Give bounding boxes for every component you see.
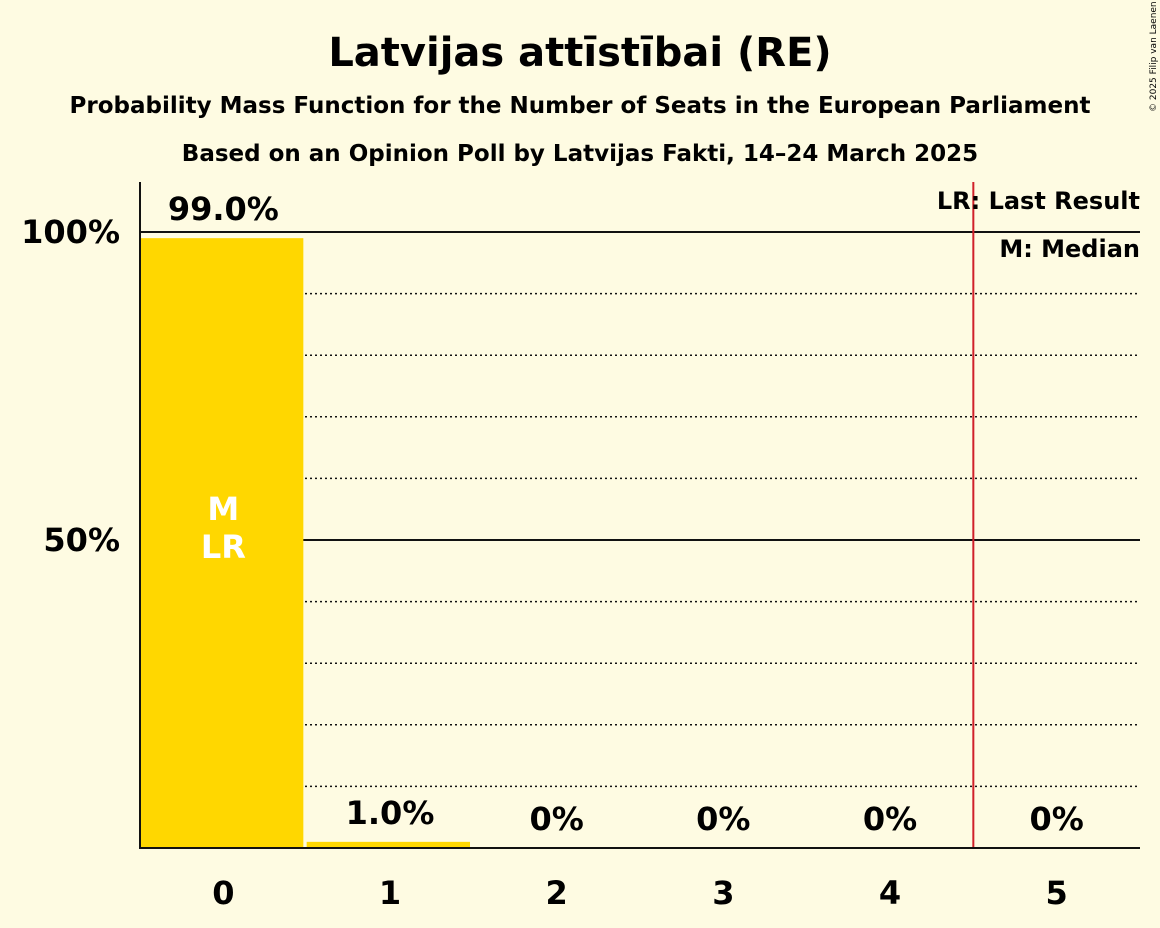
- x-tick-label: 4: [879, 874, 901, 912]
- bar-value-label: 0%: [863, 800, 917, 838]
- y-tick-label: 100%: [21, 213, 120, 251]
- x-tick-label: 2: [546, 874, 568, 912]
- legend-median: M: Median: [999, 235, 1140, 263]
- legend: LR: Last Result M: Median: [937, 187, 1140, 263]
- chart-title: Latvijas attīstībai (RE): [328, 30, 831, 76]
- x-tick-label: 3: [712, 874, 734, 912]
- y-tick-label: 50%: [43, 521, 120, 559]
- bar-value-label: 0%: [1030, 800, 1084, 838]
- bar-labels: 99.0% 1.0% 0% 0% 0% 0% MLR: [168, 190, 1084, 838]
- copyright-credit: © 2025 Filip van Laenen: [1149, 1, 1159, 112]
- chart-subtitle-poll: Based on an Opinion Poll by Latvijas Fak…: [182, 141, 978, 167]
- bar: [140, 238, 304, 848]
- last-result-marker: LR: [201, 528, 246, 566]
- chart-subtitle: Probability Mass Function for the Number…: [70, 93, 1091, 119]
- axes: 50% 100% 0 1 2 3 4 5: [21, 182, 1140, 912]
- bars: [140, 238, 470, 848]
- bar-value-label: 99.0%: [168, 190, 279, 228]
- bar: [306, 841, 470, 848]
- x-tick-label: 1: [379, 874, 401, 912]
- bar-value-label: 0%: [696, 800, 750, 838]
- x-tick-label: 5: [1046, 874, 1068, 912]
- bar-value-label: 0%: [530, 800, 584, 838]
- x-tick-label: 0: [212, 874, 234, 912]
- median-marker: M: [207, 490, 239, 528]
- bar-value-label: 1.0%: [346, 794, 435, 832]
- legend-last-result: LR: Last Result: [937, 187, 1140, 215]
